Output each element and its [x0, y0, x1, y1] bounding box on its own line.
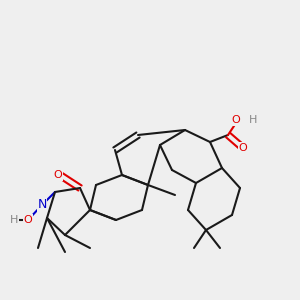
Text: O: O: [54, 170, 62, 180]
Text: N: N: [37, 199, 47, 212]
Text: H: H: [10, 215, 18, 225]
Text: H: H: [249, 115, 257, 125]
Text: O: O: [24, 215, 32, 225]
Text: O: O: [238, 143, 247, 153]
Text: O: O: [232, 115, 240, 125]
